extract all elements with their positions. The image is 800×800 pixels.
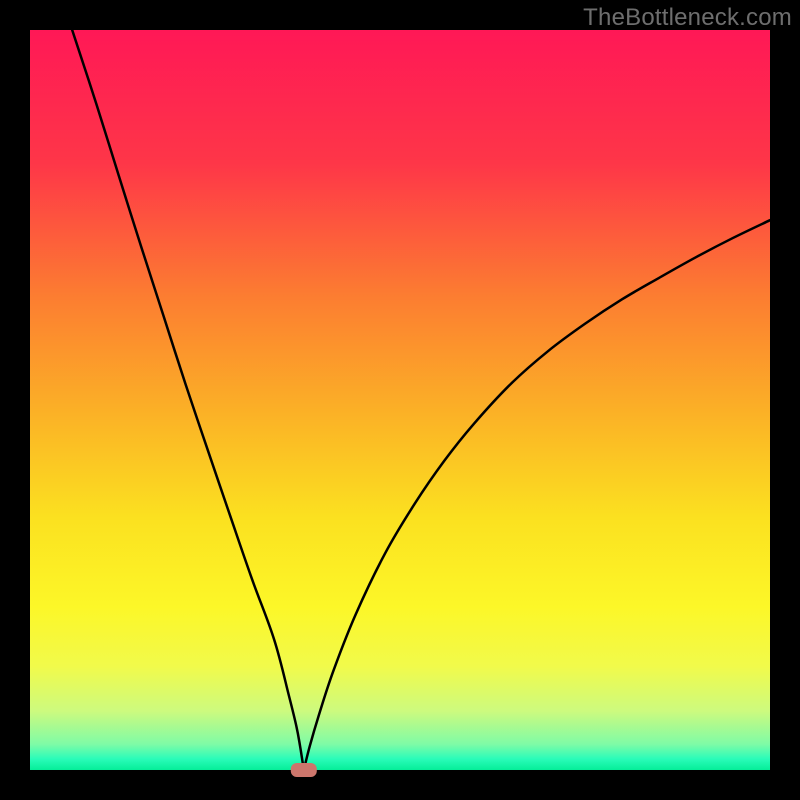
gradient-background <box>30 30 770 770</box>
watermark-text: TheBottleneck.com <box>583 4 792 32</box>
optimal-point-marker <box>291 763 317 777</box>
bottleneck-curve-chart <box>0 0 800 800</box>
chart-container: TheBottleneck.com <box>0 0 800 800</box>
